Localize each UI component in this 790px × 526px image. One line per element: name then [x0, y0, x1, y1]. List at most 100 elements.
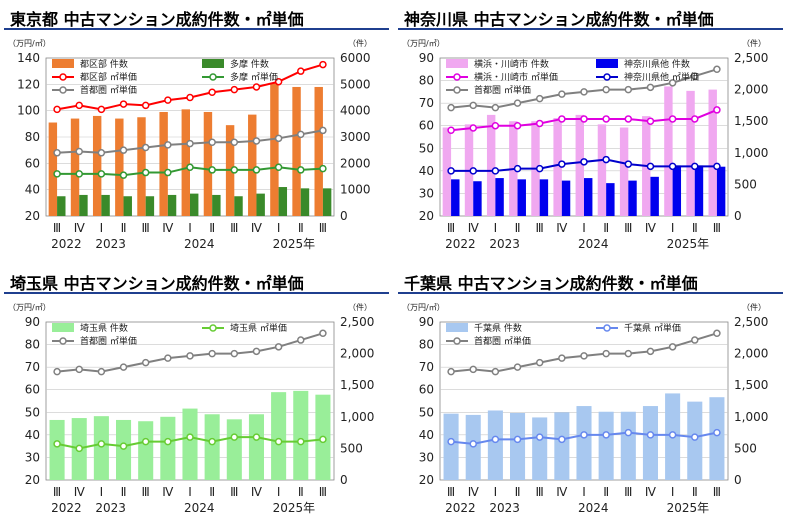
data-point	[447, 167, 455, 175]
y-left-tick: 70	[25, 360, 40, 374]
legend-label: 多摩 ㎡単価	[230, 71, 278, 83]
y-left-tick: 70	[419, 360, 434, 374]
y-left-tick: 40	[419, 164, 434, 178]
y-right-unit: （件）	[742, 38, 766, 48]
bar	[532, 417, 548, 480]
data-point	[535, 433, 544, 441]
x-year-label: 2023	[95, 237, 126, 251]
data-point	[119, 171, 128, 179]
data-point	[624, 85, 633, 94]
legend-label: 首都圏 ㎡単価	[80, 335, 137, 347]
x-tick-label: Ⅱ	[692, 221, 698, 235]
bar	[93, 416, 109, 480]
y-right-tick: 6000	[340, 51, 371, 65]
y-right-tick: 1,500	[734, 114, 768, 128]
data-point	[668, 79, 677, 87]
bar	[49, 419, 65, 480]
legend-label: 千葉県 ㎡単価	[624, 322, 681, 334]
x-tick-label: Ⅰ	[277, 485, 281, 499]
data-point	[668, 162, 677, 171]
y-right-tick: 1,000	[734, 146, 768, 160]
bar	[57, 196, 66, 216]
data-point	[297, 166, 305, 174]
y-left-tick: 50	[419, 405, 434, 419]
bar	[79, 194, 88, 216]
chart-title: 神奈川県 中古マンション成約件数・㎡単価	[404, 10, 714, 29]
x-tick-label: Ⅲ	[713, 485, 721, 499]
legend-marker	[209, 324, 217, 332]
legend-label: 都区部 件数	[80, 58, 128, 70]
bar	[270, 83, 279, 216]
x-tick-label: Ⅱ	[298, 221, 304, 235]
data-point	[119, 442, 128, 450]
data-point	[319, 329, 327, 338]
data-point	[230, 166, 239, 174]
data-point	[274, 343, 283, 351]
x-tick-label: Ⅳ	[162, 485, 173, 499]
panel-saitama: 埼玉県 中古マンション成約件数・㎡単価 （万円/㎡） （件） 20 30 40 50 60 7…	[4, 270, 389, 526]
bar	[248, 114, 257, 216]
bar	[116, 419, 132, 480]
data-point	[691, 162, 699, 171]
x-tick-label: Ⅲ	[536, 221, 544, 235]
x-tick-label: Ⅰ	[582, 485, 586, 499]
data-point	[53, 170, 61, 178]
data-point	[297, 130, 305, 139]
data-point	[602, 349, 610, 358]
bar	[167, 194, 177, 216]
y-left-tick: 60	[25, 383, 40, 397]
legend-label: 横浜・川崎市 件数	[474, 58, 549, 70]
data-point	[53, 149, 61, 157]
data-point	[319, 126, 327, 135]
data-point	[274, 437, 283, 446]
x-tick-label: Ⅰ	[494, 221, 498, 235]
x-tick-label: Ⅲ	[142, 485, 150, 499]
data-point	[75, 444, 83, 453]
y-right-tick: 1,000	[340, 410, 374, 424]
y-right-tick: 0	[340, 209, 348, 223]
y-right-tick: 2,000	[340, 347, 374, 361]
data-point	[230, 138, 239, 147]
legend-label: 埼玉県 件数	[80, 322, 128, 334]
y-right-tick: 500	[734, 177, 757, 191]
data-point	[602, 115, 610, 123]
bar	[575, 114, 584, 216]
y-left-tick: 80	[419, 74, 434, 88]
data-point	[252, 137, 261, 145]
y-left-tick: 40	[25, 428, 40, 442]
data-point	[513, 121, 522, 130]
y-right-tick: 1000	[340, 183, 371, 197]
x-year-label: 2025年	[273, 501, 316, 515]
y-left-tick: 40	[419, 428, 434, 442]
bar	[694, 165, 704, 216]
data-point	[208, 138, 216, 147]
y-left-tick: 50	[25, 405, 40, 419]
y-right-tick: 500	[734, 441, 757, 455]
data-point	[75, 365, 83, 374]
data-point	[252, 433, 261, 441]
data-point	[513, 164, 522, 173]
data-point	[713, 106, 721, 114]
data-point	[208, 166, 216, 174]
bar	[443, 413, 459, 480]
y-right-tick: 1,000	[734, 410, 768, 424]
bar	[598, 411, 614, 480]
bar	[495, 178, 504, 216]
y-left-tick: 100	[17, 104, 40, 118]
x-year-label: 2022	[445, 237, 476, 251]
legend-marker	[59, 86, 67, 94]
data-point	[668, 343, 677, 351]
bar	[190, 193, 199, 216]
bar	[576, 406, 592, 480]
bar	[642, 406, 658, 480]
y-left-tick: 60	[25, 156, 40, 170]
x-tick-label: Ⅳ	[162, 221, 173, 235]
data-point	[646, 347, 655, 356]
data-point	[186, 139, 194, 148]
legend-label: 埼玉県 ㎡単価	[230, 322, 287, 334]
data-point	[691, 72, 699, 80]
bar	[48, 122, 58, 216]
x-tick-label: Ⅲ	[624, 221, 632, 235]
panel-tokyo: 東京都 中古マンション成約件数・㎡単価 （万円/㎡） （件） 20 40 60 80 100…	[4, 6, 389, 262]
y-left-tick: 60	[419, 119, 434, 133]
